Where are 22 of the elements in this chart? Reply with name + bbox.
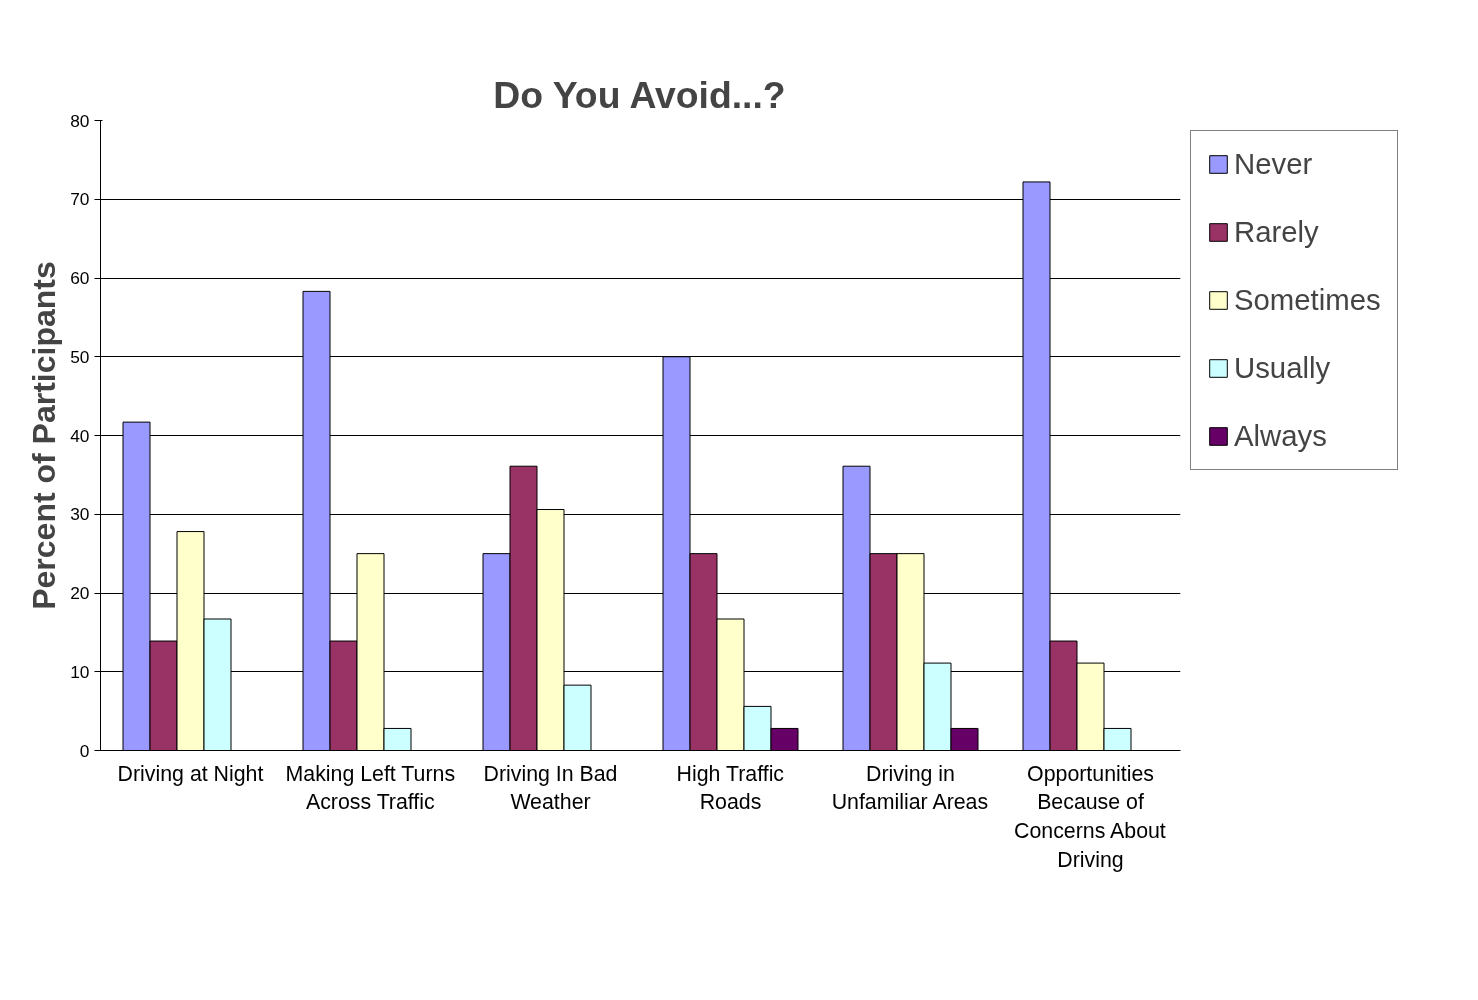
x-tick-label: High Traffic Roads <box>676 761 785 815</box>
y-tick-label: 40 <box>70 425 90 446</box>
x-tick-label: Opportunities Because of Concerns About Driving <box>1014 761 1166 872</box>
y-tick-label: 30 <box>70 504 90 525</box>
legend-label: Sometimes <box>1234 283 1381 317</box>
legend-label: Never <box>1234 147 1313 181</box>
y-tick-label: 80 <box>70 110 90 131</box>
x-tick-label: Driving In Bad Weather <box>483 761 618 815</box>
legend-label: Usually <box>1234 351 1331 385</box>
x-tick-label: Making Left Turns Across Traffic <box>285 761 456 815</box>
x-tick-label: Driving at Night <box>117 761 264 786</box>
y-tick-label: 60 <box>70 268 90 288</box>
y-tick-label: 10 <box>70 661 90 682</box>
y-tick-label: 0 <box>79 740 90 761</box>
legend-label: Rarely <box>1234 215 1319 249</box>
chart-title: Do You Avoid...? <box>493 73 786 116</box>
y-axis-title: Percent of Participants <box>26 261 63 610</box>
y-tick-label: 50 <box>70 346 90 367</box>
x-tick-label: Driving in Unfamiliar Areas <box>831 761 989 815</box>
y-tick-label: 70 <box>70 189 90 210</box>
y-tick-label: 20 <box>70 583 90 603</box>
legend-label: Always <box>1234 419 1327 453</box>
